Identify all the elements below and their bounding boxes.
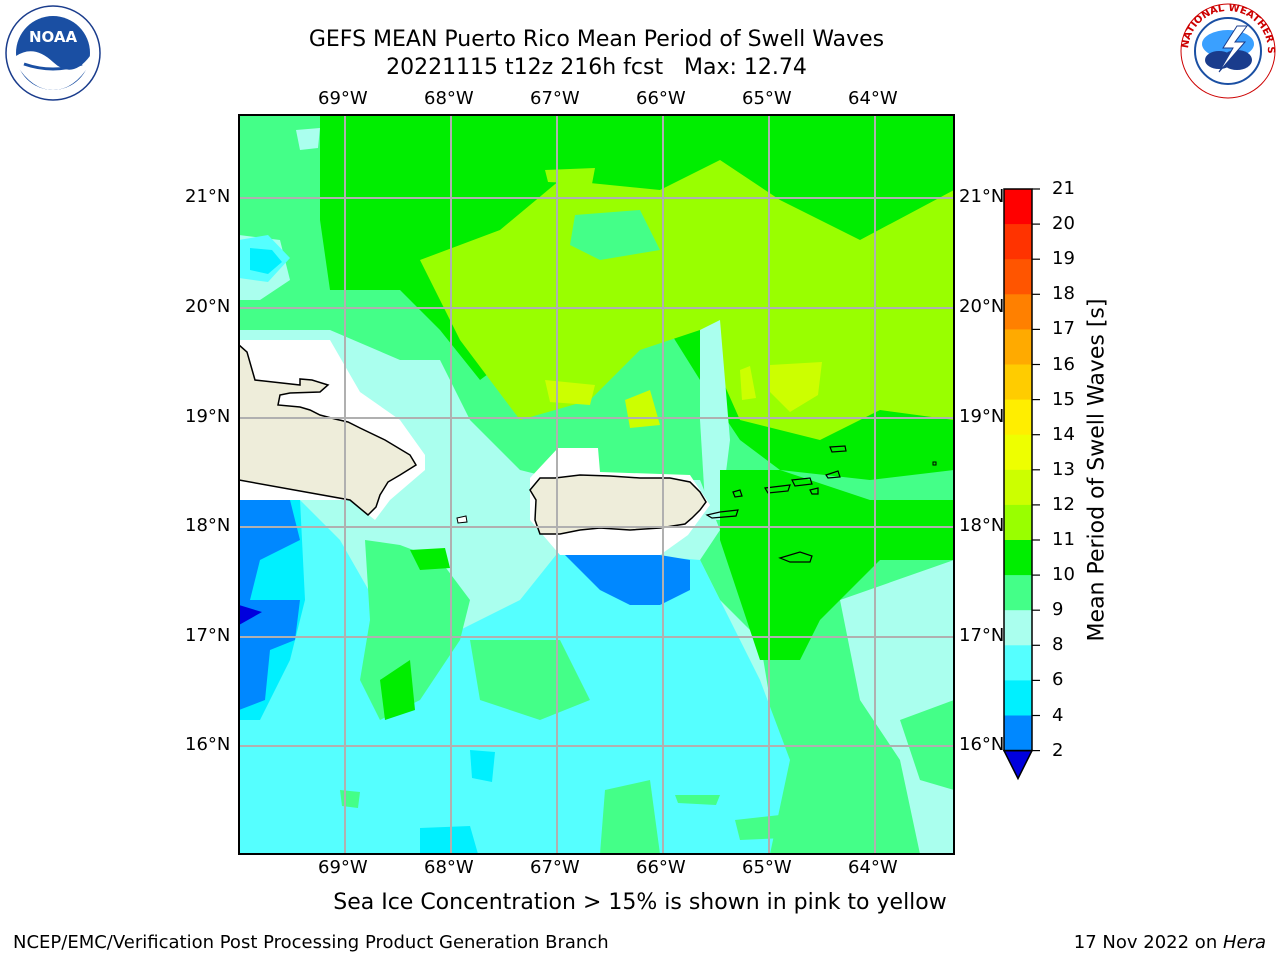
lat-label-left: 16°N [185,734,231,755]
lon-label-top: 64°W [848,88,898,109]
colorbar-segment [1004,399,1032,436]
lat-label-right: 19°N [959,406,1005,427]
colorbar-level-label: 20 [1052,213,1075,235]
colorbar-segment [1004,329,1032,365]
lon-label-bottom: 67°W [530,857,580,878]
sea-ice-note: Sea Ice Concentration > 15% is shown in … [333,890,947,915]
lon-label-top: 65°W [742,88,792,109]
lat-label-right: 17°N [959,625,1005,646]
nws-logo-icon: NATIONAL WEATHER SERVICE [1179,2,1276,99]
lat-label-right: 20°N [959,296,1005,317]
lon-label-bottom: 64°W [848,857,898,878]
colorbar-level-label: 18 [1052,283,1075,305]
colorbar-segment [1004,645,1032,681]
lat-label-right: 21°N [959,186,1005,207]
colorbar-level-label: 8 [1052,634,1064,656]
colorbar-segment [1004,189,1032,225]
colorbar-segment [1004,610,1032,646]
colorbar-level-label: 11 [1052,529,1075,550]
colorbar-segment [1004,504,1032,541]
noaa-logo-text: NOAA [29,28,78,46]
contour-fields [239,115,954,854]
colorbar-segment [1004,540,1032,576]
graticule [239,115,954,854]
lon-label-bottom: 69°W [318,857,368,878]
colorbar-segment [1004,259,1032,295]
noaa-logo-icon: NOAA [5,5,101,101]
colorbar-segment [1004,364,1032,401]
colorbar-segment [1004,575,1032,611]
footer-machine: Hera [1222,932,1266,953]
colorbar-level-label: 15 [1052,388,1075,410]
colorbar-segment [1004,294,1032,330]
lon-label-bottom: 68°W [424,857,474,878]
lat-label-left: 20°N [185,296,231,317]
colorbar-title: Mean Period of Swell Waves [s] [1084,298,1110,642]
colorbar-level-label: 19 [1052,248,1075,270]
colorbar-level-label: 14 [1052,423,1075,445]
colorbar-level-label: 2 [1052,739,1064,761]
colorbar-segment [1004,680,1032,716]
colorbar-segment [1004,434,1032,471]
lon-label-bottom: 65°W [742,857,792,878]
lon-label-top: 66°W [636,88,686,109]
colorbar-level-label: 13 [1052,458,1075,480]
lon-label-top: 69°W [318,88,368,109]
footer-date: 17 Nov 2022 on [1073,932,1223,953]
lon-label-top: 67°W [530,88,580,109]
colorbar-level-label: 12 [1052,493,1075,515]
lon-label-top: 68°W [424,88,474,109]
lat-label-left: 17°N [185,625,231,646]
colorbar-level-label: 4 [1052,704,1064,726]
map-frame [238,114,955,855]
lon-label-bottom: 66°W [636,857,686,878]
colorbar-level-label: 17 [1052,318,1075,340]
colorbar-level-label: 9 [1052,599,1064,621]
colorbar-level-label: 6 [1052,669,1064,691]
colorbar-level-label: 21 [1052,178,1075,199]
colorbar-extend-arrow [1002,749,1034,781]
lat-label-right: 18°N [959,515,1005,536]
colorbar-segment [1004,715,1032,752]
lat-label-left: 19°N [185,406,231,427]
colorbar-segment [1004,224,1032,260]
footer-right-credit: 17 Nov 2022 on Hera [1074,932,1266,953]
lat-label-right: 16°N [959,734,1005,755]
lat-label-left: 18°N [185,515,231,536]
colorbar-level-label: 10 [1052,564,1075,586]
lat-label-left: 21°N [185,186,231,207]
colorbar-level-label: 16 [1052,353,1075,375]
map-title-line2: 20221115 t12z 216h fcst Max: 12.74 [386,55,807,80]
colorbar-segment [1004,469,1032,506]
footer-left-credit: NCEP/EMC/Verification Post Processing Pr… [13,932,609,953]
map-title-line1: GEFS MEAN Puerto Rico Mean Period of Swe… [308,27,885,52]
